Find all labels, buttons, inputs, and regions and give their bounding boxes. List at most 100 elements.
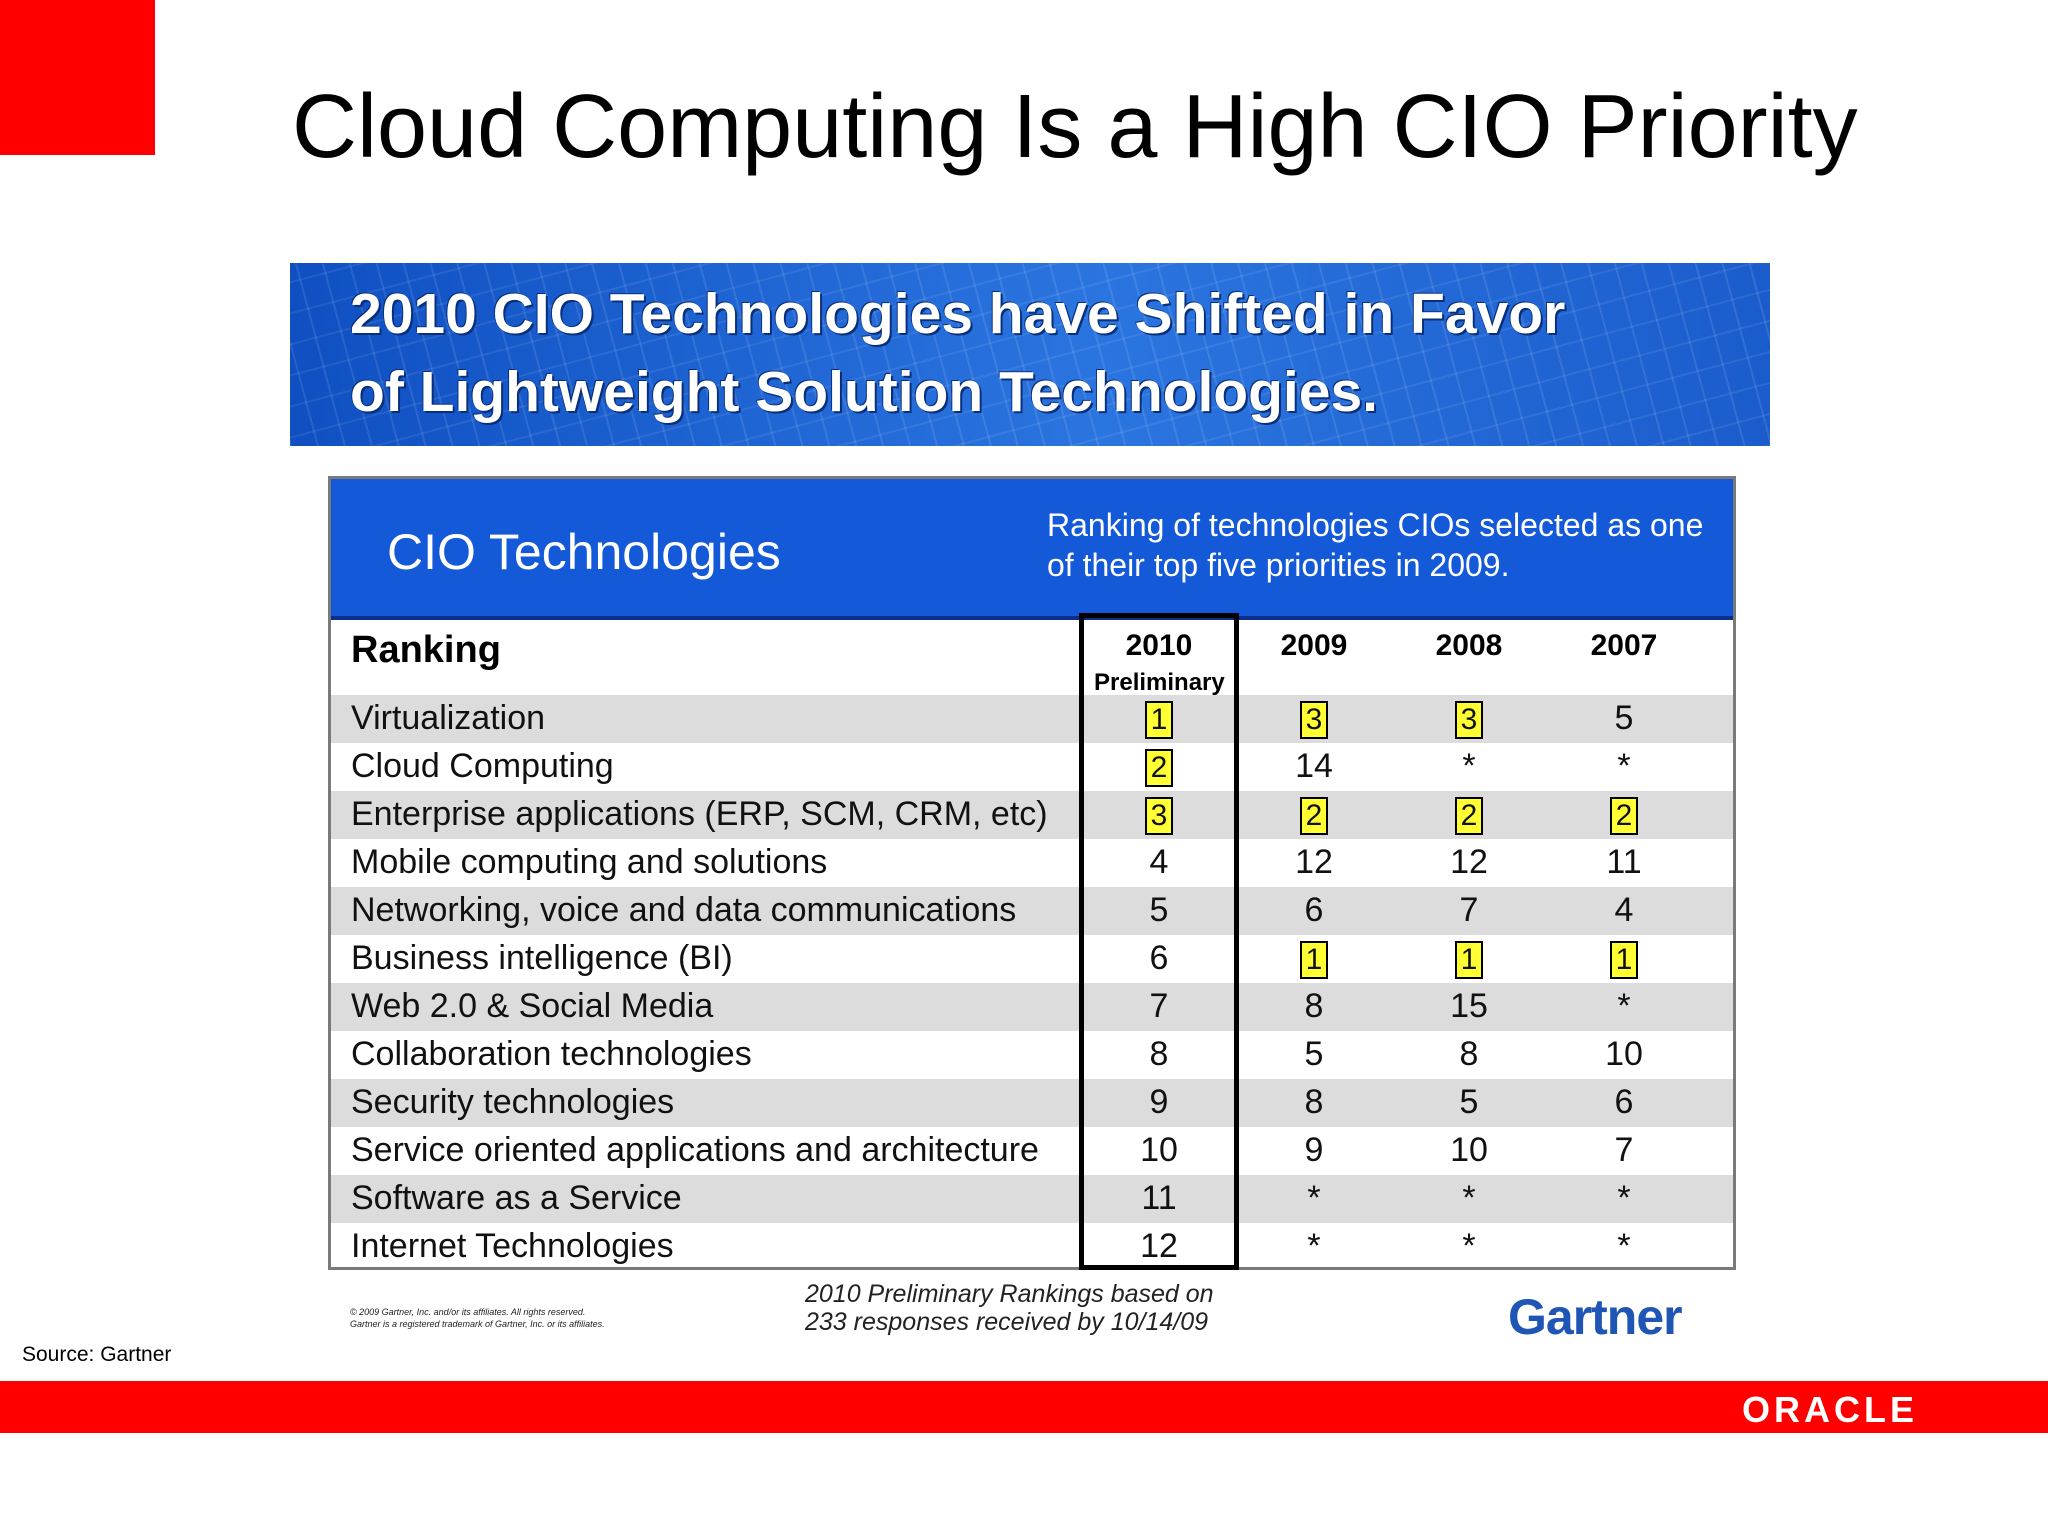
rank-value: 6 [1149, 939, 1169, 977]
highlighted-rank: 1 [1299, 941, 1329, 979]
table-row: Business intelligence (BI) 6 1 1 1 [331, 935, 1733, 983]
rank-cell-2008: 7 [1404, 891, 1534, 930]
rank-value: 8 [1149, 1035, 1169, 1073]
table-row: Enterprise applications (ERP, SCM, CRM, … [331, 791, 1733, 839]
headline-banner: 2010 CIO Technologies have Shifted in Fa… [290, 263, 1770, 446]
rank-value: 8 [1304, 987, 1324, 1025]
rank-value: 5 [1459, 1083, 1479, 1121]
row-label: Internet Technologies [351, 1227, 674, 1265]
row-label: Software as a Service [351, 1179, 682, 1217]
rank-cell-2010: 7 [1094, 987, 1224, 1026]
row-label: Collaboration technologies [351, 1035, 752, 1073]
rank-cell-2009: 8 [1249, 1083, 1379, 1122]
rank-cell-2008: * [1404, 747, 1534, 786]
rank-value: 5 [1149, 891, 1169, 929]
rank-cell-2007: * [1559, 987, 1689, 1026]
highlighted-rank: 2 [1454, 797, 1484, 835]
rank-cell-2008: * [1404, 1227, 1534, 1266]
rank-value: * [1617, 1227, 1631, 1265]
rank-value: 6 [1614, 1083, 1634, 1121]
highlighted-rank: 2 [1609, 797, 1639, 835]
row-label: Cloud Computing [351, 747, 614, 785]
rank-cell-2010: 6 [1094, 939, 1224, 978]
rank-cell-2007: 11 [1559, 843, 1689, 882]
rank-value: * [1462, 1227, 1476, 1265]
table-row: Service oriented applications and archit… [331, 1127, 1733, 1175]
rank-cell-2009: 1 [1249, 939, 1379, 979]
copyright-line-2: Gartner is a registered trademark of Gar… [350, 1319, 605, 1329]
highlighted-rank: 3 [1144, 797, 1174, 835]
source-note: Source: Gartner [22, 1343, 172, 1366]
rank-value: * [1307, 1227, 1321, 1265]
rank-cell-2010: 5 [1094, 891, 1224, 930]
row-label: Business intelligence (BI) [351, 939, 733, 977]
row-label: Security technologies [351, 1083, 675, 1121]
rank-value: * [1617, 747, 1631, 785]
rank-cell-2010: 12 [1094, 1227, 1224, 1266]
rank-cell-2009: * [1249, 1179, 1379, 1218]
table-row: Cloud Computing 2 14 * * [331, 743, 1733, 791]
rank-value: 4 [1614, 891, 1634, 929]
highlighted-rank: 1 [1454, 941, 1484, 979]
rankings-note-line-1: 2010 Preliminary Rankings based on [805, 1280, 1214, 1308]
table-row: Collaboration technologies 8 5 8 10 [331, 1031, 1733, 1079]
rankings-note: 2010 Preliminary Rankings based on 233 r… [805, 1280, 1235, 1336]
rank-value: * [1462, 1179, 1476, 1217]
table-row: Web 2.0 & Social Media 7 8 15 * [331, 983, 1733, 1031]
bottom-red-bar: ORACLE [0, 1381, 2048, 1433]
rank-value: 4 [1149, 843, 1169, 881]
rank-cell-2010: 1 [1094, 699, 1224, 739]
table-row: Networking, voice and data communication… [331, 887, 1733, 935]
column-header-2009: 2009 [1280, 629, 1348, 662]
row-label: Enterprise applications (ERP, SCM, CRM, … [351, 795, 1048, 833]
column-header-2007: 2007 [1590, 629, 1658, 662]
rank-value: 11 [1606, 843, 1642, 881]
rank-cell-2009: * [1249, 1227, 1379, 1266]
row-label: Web 2.0 & Social Media [351, 987, 714, 1025]
rank-cell-2007: * [1559, 747, 1689, 786]
rank-cell-2008: 12 [1404, 843, 1534, 882]
red-corner-accent [0, 0, 155, 155]
rank-value: 10 [1450, 1131, 1488, 1169]
rank-value: 7 [1459, 891, 1479, 929]
rank-value: 11 [1141, 1179, 1177, 1217]
highlighted-rank: 2 [1144, 749, 1174, 787]
rank-cell-2010: 11 [1094, 1179, 1224, 1218]
rank-value: 12 [1450, 843, 1488, 881]
rank-cell-2009: 3 [1249, 699, 1379, 739]
rank-value: 15 [1450, 987, 1488, 1025]
table-row: Software as a Service 11 * * * [331, 1175, 1733, 1223]
rank-cell-2008: 1 [1404, 939, 1534, 979]
rank-cell-2007: 2 [1559, 795, 1689, 835]
table-row: Security technologies 9 8 5 6 [331, 1079, 1733, 1127]
rank-cell-2008: 15 [1404, 987, 1534, 1026]
table-title: CIO Technologies [387, 524, 781, 580]
rank-cell-2010: 3 [1094, 795, 1224, 835]
rank-value: 12 [1295, 843, 1333, 881]
rank-cell-2007: * [1559, 1179, 1689, 1218]
column-subheader-preliminary: Preliminary [1094, 669, 1225, 696]
rank-cell-2009: 5 [1249, 1035, 1379, 1074]
ranking-label: Ranking [351, 629, 501, 671]
rank-cell-2010: 8 [1094, 1035, 1224, 1074]
copyright-notice: © 2009 Gartner, Inc. and/or its affiliat… [350, 1306, 770, 1330]
rank-cell-2008: 3 [1404, 699, 1534, 739]
column-header-2010: 2010 [1125, 629, 1193, 662]
rank-cell-2007: 4 [1559, 891, 1689, 930]
slide-title: Cloud Computing Is a High CIO Priority [292, 77, 1858, 177]
rank-value: 12 [1140, 1227, 1178, 1265]
rank-value: 8 [1304, 1083, 1324, 1121]
rank-cell-2008: 10 [1404, 1131, 1534, 1170]
rank-value: 7 [1614, 1131, 1634, 1169]
highlighted-rank: 1 [1144, 701, 1174, 739]
rank-value: 5 [1304, 1035, 1324, 1073]
column-header-2008: 2008 [1435, 629, 1503, 662]
rank-value: 10 [1140, 1131, 1178, 1169]
rank-cell-2007: * [1559, 1227, 1689, 1266]
table-row: Internet Technologies 12 * * * [331, 1223, 1733, 1271]
rank-cell-2009: 6 [1249, 891, 1379, 930]
rank-cell-2009: 2 [1249, 795, 1379, 835]
row-label: Virtualization [351, 699, 546, 737]
rank-cell-2010: 4 [1094, 843, 1224, 882]
banner-line-1: 2010 CIO Technologies have Shifted in Fa… [350, 282, 1566, 346]
